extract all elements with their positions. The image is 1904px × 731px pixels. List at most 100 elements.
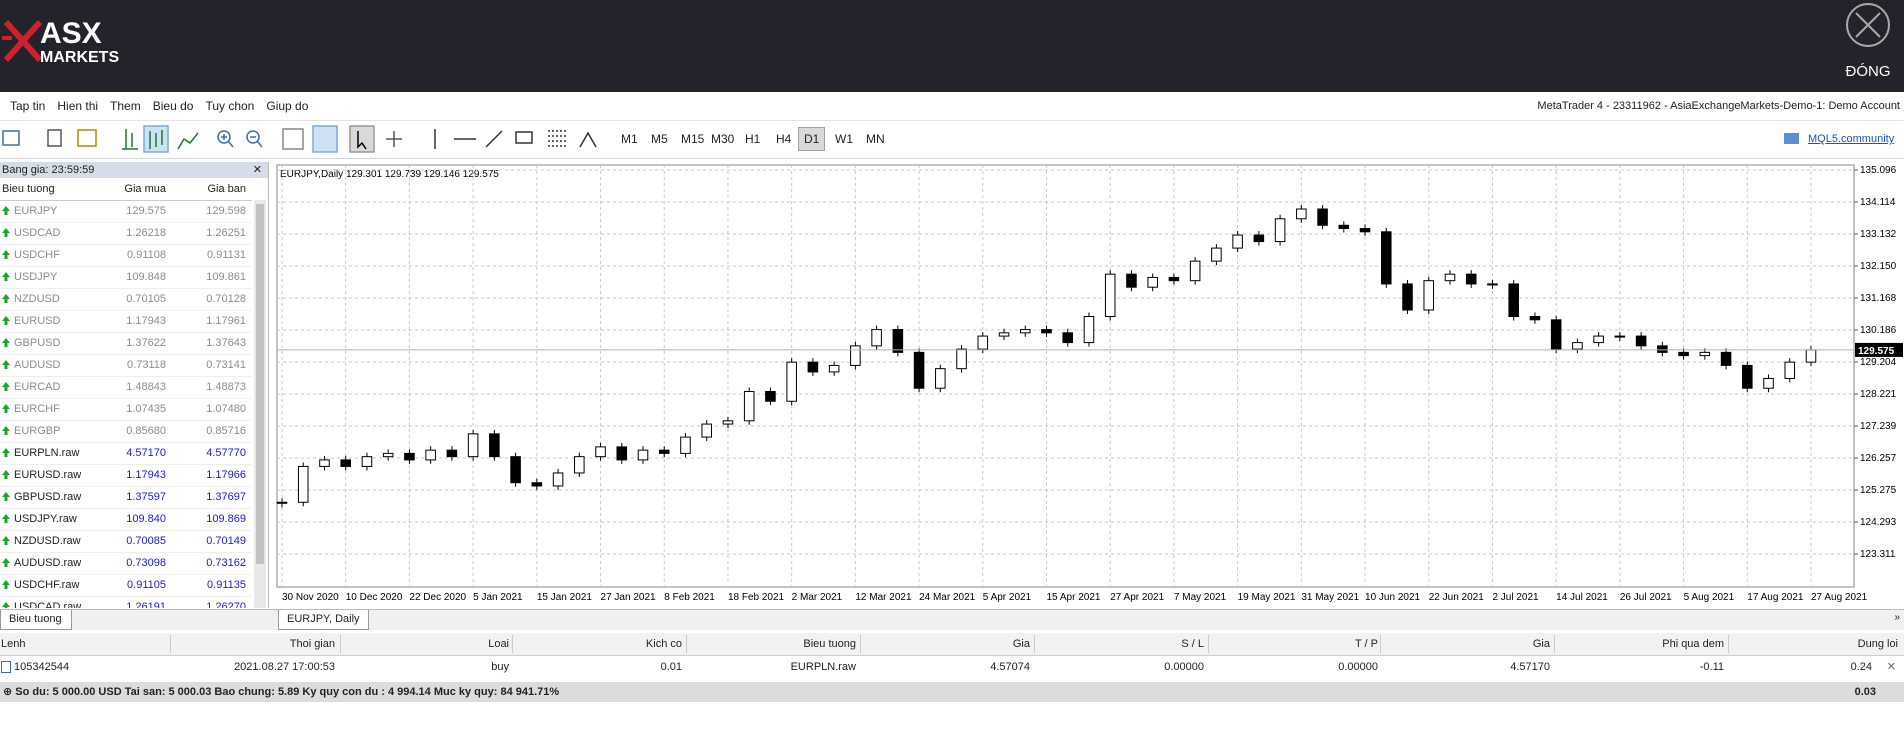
market-row[interactable]: EURPLN.raw 4.57170 4.57770 — [0, 442, 252, 465]
timeframe-button[interactable]: M15 — [681, 132, 705, 146]
market-row[interactable]: AUDUSD.raw 0.73098 0.73162 — [0, 552, 252, 575]
market-watch-close[interactable]: ✕ — [252, 164, 262, 176]
market-row[interactable]: NZDUSD 0.70105 0.70128 — [0, 288, 252, 311]
column-header: Loai — [488, 638, 509, 650]
order-cell: EURPLN.raw — [790, 661, 856, 673]
x-tick-label: 26 Jul 2021 — [1620, 592, 1672, 603]
order-cell: 0.00000 — [1338, 661, 1378, 673]
shift-icon[interactable] — [312, 125, 338, 153]
profile-icon[interactable] — [47, 129, 62, 147]
candle — [828, 364, 840, 373]
timeframe-button[interactable]: MN — [866, 132, 885, 146]
fibo-icon[interactable] — [548, 130, 566, 147]
zoom-out-icon[interactable] — [246, 130, 260, 144]
community-link[interactable]: MQL5.community — [1808, 133, 1895, 145]
scroll-thumb[interactable] — [256, 204, 264, 564]
column-header: S / L — [1181, 638, 1204, 650]
up-arrow-icon — [2, 272, 10, 281]
market-row[interactable]: GBPUSD.raw 1.37597 1.37697 — [0, 486, 252, 509]
order-cell: -0.11 — [1699, 661, 1724, 673]
order-cell: 105342544 — [14, 661, 70, 673]
market-row[interactable]: EURCHF 1.07435 1.07480 — [0, 398, 252, 421]
ask: 1.37643 — [206, 337, 246, 349]
market-row[interactable]: EURJPY 129.575 129.598 — [0, 200, 252, 223]
candle — [1805, 349, 1817, 363]
timeframe-button[interactable]: M30 — [711, 132, 735, 146]
candle — [1041, 329, 1052, 334]
y-tick-label: 130.186 — [1860, 325, 1897, 336]
trendline-icon[interactable] — [485, 130, 503, 148]
crosshair-icon[interactable] — [386, 131, 402, 147]
market-icon[interactable] — [77, 129, 97, 147]
candle — [1126, 273, 1137, 288]
market-row[interactable]: USDJPY.raw 109.840 109.869 — [0, 508, 252, 531]
candle — [1465, 273, 1477, 285]
market-row[interactable]: EURCAD 1.48843 1.48873 — [0, 376, 252, 399]
market-row[interactable]: USDCAD 1.26218 1.26251 — [0, 222, 252, 245]
bid: 0.73098 — [126, 557, 166, 569]
symbol: USDJPY.raw — [14, 513, 77, 525]
up-arrow-icon — [2, 470, 10, 479]
timeframe-button[interactable]: M1 — [621, 132, 638, 146]
zoom-in-icon[interactable] — [217, 130, 231, 144]
market-row[interactable]: USDCHF.raw 0.91105 0.91135 — [0, 574, 252, 597]
up-arrow-icon — [2, 426, 10, 435]
scrollbar[interactable] — [254, 200, 266, 608]
candle — [871, 329, 882, 347]
candle — [1720, 351, 1732, 366]
menu-item[interactable]: Giup do — [266, 99, 309, 113]
close-label[interactable]: ĐÓNG — [1846, 63, 1891, 80]
candle — [1359, 228, 1371, 233]
symbol: EURUSD.raw — [14, 469, 82, 481]
y-tick-label: 131.168 — [1860, 293, 1897, 304]
bar-chart-icon[interactable] — [122, 129, 138, 150]
autoscroll-icon[interactable] — [282, 128, 304, 150]
timeframe-button[interactable]: H1 — [745, 132, 761, 146]
timeframe-button[interactable]: M5 — [651, 132, 668, 146]
close-icon[interactable] — [1846, 3, 1890, 47]
new-chart-icon[interactable] — [2, 130, 20, 146]
candle — [786, 361, 797, 402]
candle — [1338, 224, 1350, 230]
timeframe-button[interactable]: H4 — [776, 132, 792, 146]
timeframe-button[interactable]: D1 — [798, 127, 826, 151]
menu-item[interactable]: Hien thi — [57, 99, 99, 113]
tab-scroll[interactable]: » — [1894, 612, 1900, 623]
market-row[interactable]: AUDUSD 0.73118 0.73141 — [0, 354, 252, 377]
symbol: AUDUSD.raw — [14, 557, 82, 569]
menu-item[interactable]: Them — [110, 99, 141, 113]
line-chart-icon[interactable] — [177, 132, 199, 150]
market-row[interactable]: USDCAD.raw 1.26191 1.26270 — [0, 596, 252, 608]
timeframe-button[interactable]: W1 — [835, 132, 853, 146]
gann-icon[interactable] — [579, 131, 597, 148]
market-row[interactable]: EURGBP 0.85680 0.85716 — [0, 420, 252, 443]
chart-tab[interactable]: EURJPY, Daily — [278, 610, 369, 630]
ask: 0.70149 — [206, 535, 246, 547]
menu-item[interactable]: Tap tin — [10, 99, 46, 113]
market-watch-title-bar: Bang gia: 23:59:59 ✕ — [0, 162, 268, 178]
candle — [1635, 335, 1647, 347]
market-row[interactable]: NZDUSD.raw 0.70085 0.70149 — [0, 530, 252, 553]
market-row[interactable]: EURUSD.raw 1.17943 1.17966 — [0, 464, 252, 487]
candle — [467, 433, 479, 458]
ask: 0.70128 — [206, 293, 246, 305]
order-icon — [1, 661, 11, 673]
logo-text: ASX — [40, 17, 102, 50]
cursor-icon-bg[interactable] — [349, 125, 375, 153]
text-icon[interactable] — [515, 131, 533, 144]
market-row[interactable]: GBPUSD 1.37622 1.37643 — [0, 332, 252, 355]
menu-item[interactable]: Tuy chon — [205, 99, 255, 113]
market-row[interactable]: USDJPY 109.848 109.861 — [0, 266, 252, 289]
candle — [1657, 345, 1668, 353]
market-row[interactable]: USDCHF 0.91108 0.91131 — [0, 244, 252, 267]
menu-item[interactable]: Bieu do — [152, 99, 194, 113]
order-close[interactable]: ✕ — [1886, 661, 1896, 673]
bid: 1.26218 — [126, 227, 166, 239]
x-tick-label: 31 May 2021 — [1301, 592, 1359, 603]
market-row[interactable]: EURUSD 1.17943 1.17961 — [0, 310, 252, 333]
column-header: Gia — [1012, 638, 1030, 650]
order-row[interactable]: 105342544 2021.08.27 17:00:53 buy 0.01 EURPL… — [0, 656, 1904, 678]
bid: 1.26191 — [126, 601, 166, 608]
symbols-tab[interactable]: Bieu tuong — [0, 610, 72, 630]
x-tick-label: 27 Apr 2021 — [1110, 592, 1164, 603]
